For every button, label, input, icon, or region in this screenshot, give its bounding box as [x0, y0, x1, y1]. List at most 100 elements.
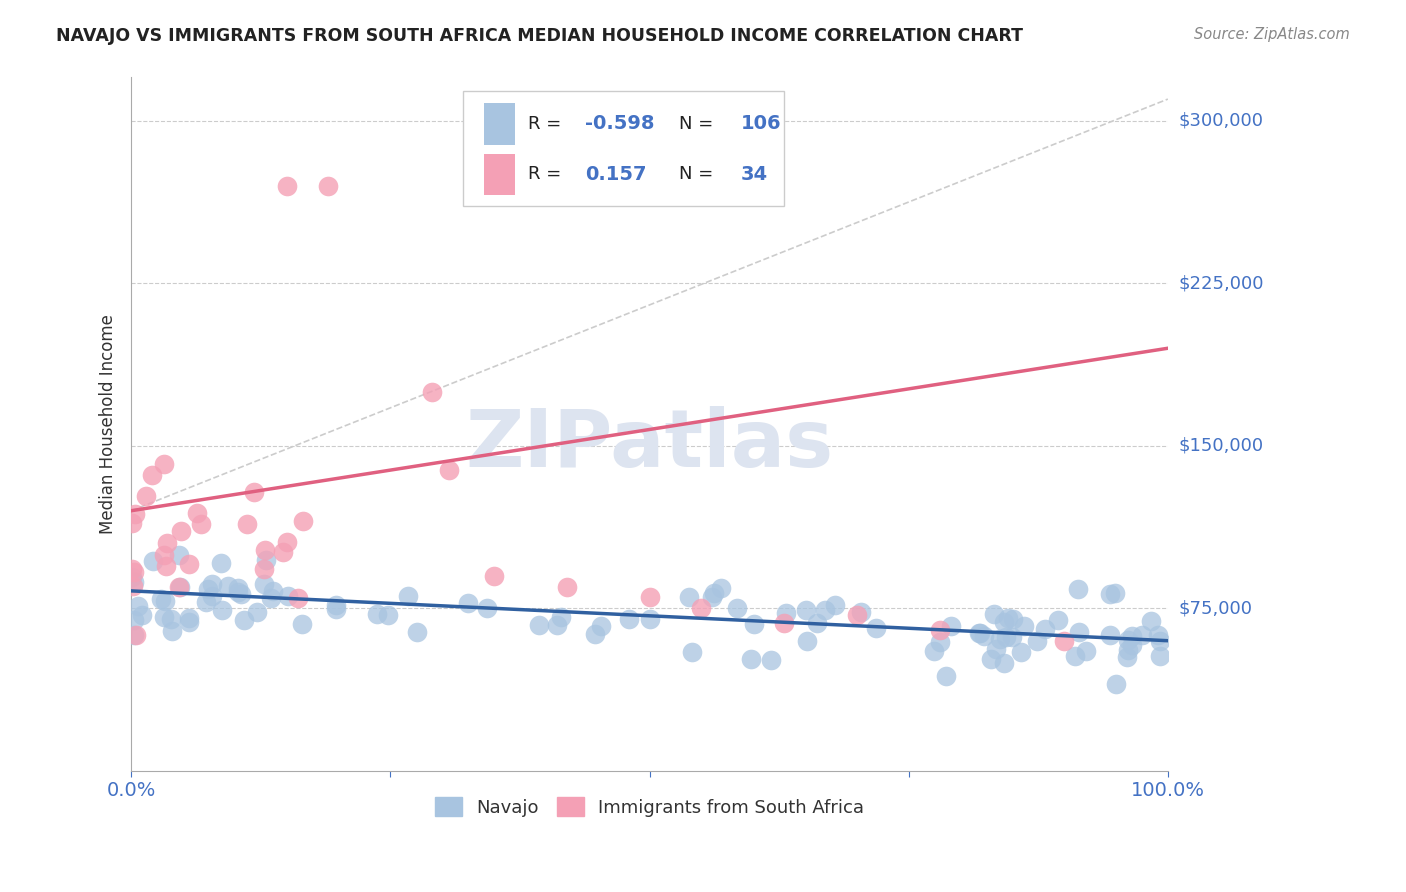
Point	[1001, 630, 1024, 644]
Y-axis label: Median Household Income: Median Household Income	[100, 314, 117, 534]
Text: NAVAJO VS IMMIGRANTS FROM SOUTH AFRICA MEDIAN HOUSEHOLD INCOME CORRELATION CHART: NAVAJO VS IMMIGRANTS FROM SOUTH AFRICA M…	[56, 27, 1024, 45]
Point	[928, 623, 950, 637]
Text: $300,000: $300,000	[1180, 112, 1264, 129]
Point	[156, 535, 179, 549]
Point	[967, 626, 990, 640]
Point	[233, 613, 256, 627]
Point	[1149, 648, 1171, 663]
Text: $225,000: $225,000	[1180, 274, 1264, 293]
Point	[589, 618, 612, 632]
Point	[482, 568, 505, 582]
Point	[1033, 622, 1056, 636]
Point	[155, 559, 177, 574]
Point	[179, 611, 201, 625]
Point	[177, 557, 200, 571]
Point	[153, 457, 176, 471]
Point	[682, 645, 704, 659]
Point	[169, 548, 191, 562]
Point	[169, 580, 191, 594]
Point	[1063, 649, 1085, 664]
Point	[527, 617, 550, 632]
Point	[710, 581, 733, 595]
Point	[201, 589, 224, 603]
Point	[366, 607, 388, 621]
Point	[325, 598, 347, 612]
Point	[583, 627, 606, 641]
Point	[195, 595, 218, 609]
Point	[1002, 612, 1025, 626]
Point	[377, 607, 399, 622]
Point	[292, 514, 315, 528]
Point	[638, 591, 661, 605]
Point	[995, 630, 1018, 644]
Point	[141, 468, 163, 483]
Point	[243, 485, 266, 500]
Point	[794, 603, 817, 617]
Text: Source: ZipAtlas.com: Source: ZipAtlas.com	[1194, 27, 1350, 42]
Point	[121, 516, 143, 530]
Point	[475, 600, 498, 615]
Point	[546, 618, 568, 632]
Point	[253, 543, 276, 558]
Point	[849, 605, 872, 619]
Point	[177, 615, 200, 630]
Text: N =: N =	[679, 166, 718, 184]
Point	[142, 554, 165, 568]
Point	[1105, 677, 1128, 691]
Point	[122, 628, 145, 642]
Text: 34: 34	[741, 165, 768, 184]
Point	[186, 506, 208, 520]
Point	[254, 553, 277, 567]
Point	[271, 545, 294, 559]
Point	[190, 516, 212, 531]
Point	[997, 611, 1019, 625]
Point	[806, 615, 828, 630]
Point	[935, 669, 957, 683]
Point	[124, 507, 146, 521]
Point	[167, 580, 190, 594]
Point	[122, 579, 145, 593]
Point	[678, 590, 700, 604]
Point	[1099, 587, 1122, 601]
Point	[796, 634, 818, 648]
Point	[742, 616, 765, 631]
Point	[993, 615, 1015, 630]
Point	[922, 643, 945, 657]
Point	[928, 635, 950, 649]
Point	[969, 626, 991, 640]
Point	[276, 178, 298, 193]
Point	[153, 609, 176, 624]
Point	[170, 524, 193, 538]
Point	[845, 607, 868, 622]
Point	[775, 606, 797, 620]
Point	[406, 624, 429, 639]
Point	[229, 587, 252, 601]
FancyBboxPatch shape	[484, 153, 515, 195]
Point	[325, 601, 347, 615]
Point	[200, 576, 222, 591]
Point	[1074, 644, 1097, 658]
Point	[277, 589, 299, 603]
Point	[125, 628, 148, 642]
Text: 106: 106	[741, 114, 782, 134]
Point	[246, 605, 269, 619]
Point	[291, 616, 314, 631]
Point	[127, 599, 149, 614]
Point	[814, 603, 837, 617]
Point	[131, 607, 153, 622]
Point	[773, 616, 796, 631]
Point	[1067, 625, 1090, 640]
Point	[640, 612, 662, 626]
Point	[226, 581, 249, 595]
Point	[420, 384, 443, 399]
Point	[124, 566, 146, 580]
Point	[287, 591, 309, 605]
Point	[1010, 644, 1032, 658]
Text: ZIPatlas: ZIPatlas	[465, 406, 834, 483]
Point	[1104, 586, 1126, 600]
Point	[155, 594, 177, 608]
Point	[973, 629, 995, 643]
Point	[1118, 633, 1140, 648]
Point	[993, 656, 1015, 670]
Point	[457, 596, 479, 610]
